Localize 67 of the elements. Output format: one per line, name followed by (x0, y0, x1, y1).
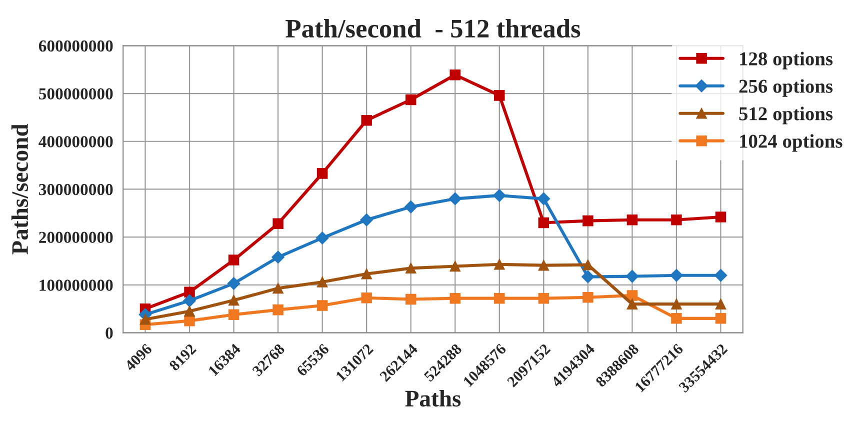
legend-label: 1024 options (740, 134, 842, 152)
point (361, 268, 372, 280)
point (492, 189, 506, 202)
point (537, 192, 550, 206)
point (405, 294, 416, 305)
point (183, 294, 196, 308)
point (494, 258, 505, 270)
point (448, 192, 462, 206)
point (140, 314, 151, 325)
point (184, 315, 195, 326)
point (626, 290, 638, 301)
point (405, 262, 416, 274)
point (626, 298, 638, 310)
point (671, 313, 682, 324)
point (671, 214, 682, 226)
legend-label: 128 options (740, 52, 833, 70)
point (494, 292, 505, 304)
point (316, 232, 329, 244)
point (538, 292, 550, 304)
point (715, 313, 726, 324)
chart-title: Path/second - 512 threads (286, 19, 580, 38)
point (494, 90, 505, 101)
y-tick-label: 300000000 (39, 184, 113, 196)
point (272, 282, 284, 294)
y-tick-label: 0 (106, 327, 113, 339)
point (360, 213, 373, 226)
point (228, 254, 240, 266)
point (582, 215, 594, 226)
point (316, 168, 328, 179)
legend-label: 512 options (739, 106, 833, 124)
y-tick-label: 400000000 (38, 136, 113, 148)
legend-label: 256 options (739, 79, 833, 97)
point (715, 212, 726, 222)
point (272, 218, 284, 230)
x-axis-title: Paths (405, 390, 461, 407)
point (450, 69, 461, 80)
y-tick-label: 500000000 (39, 88, 113, 100)
point (228, 309, 240, 320)
point (626, 270, 639, 283)
point (361, 292, 372, 304)
point (228, 294, 240, 306)
point (582, 270, 594, 284)
point (538, 217, 550, 228)
point (582, 259, 594, 270)
point (715, 298, 726, 310)
point (582, 292, 594, 303)
point (316, 276, 328, 288)
point (316, 300, 328, 311)
point (184, 306, 195, 317)
y-tick-label: 600000000 (38, 40, 113, 52)
point (272, 304, 284, 316)
point (714, 268, 728, 282)
point (671, 298, 682, 310)
y-axis-title: Paths/second (11, 124, 28, 254)
point (670, 268, 683, 282)
point (450, 292, 461, 304)
point (361, 114, 372, 126)
point (227, 277, 240, 290)
point (404, 200, 418, 214)
point (450, 260, 461, 272)
point (626, 214, 638, 226)
point (272, 250, 284, 264)
point (405, 94, 416, 106)
point (538, 260, 550, 271)
point (184, 286, 195, 298)
y-tick-label: 200000000 (39, 232, 113, 244)
y-tick-label: 100000000 (40, 280, 113, 291)
